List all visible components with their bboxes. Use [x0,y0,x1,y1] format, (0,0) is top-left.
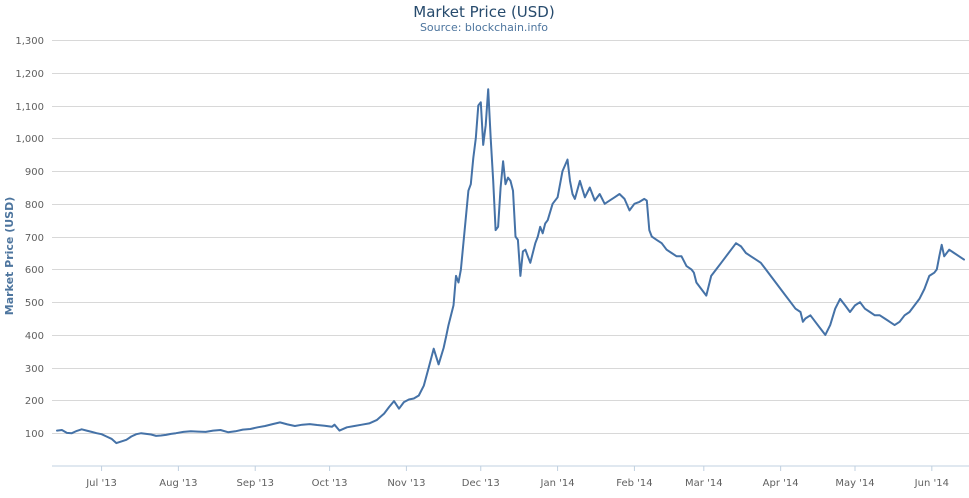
chart-subtitle: Source: blockchain.info [420,21,548,34]
y-tick-label: 1,300 [15,36,44,47]
x-axis-ticks: Jul '13 Aug '13 Sep '13 Oct '13 Nov '13 Dec '… [85,466,949,489]
y-tick-label: 300 [25,364,44,375]
y-tick-label: 200 [25,396,44,407]
y-axis-ticks: 100 200 300 400 500 600 700 800 900 1,000 1,100 1,2… [15,36,44,440]
price-series-line [56,88,965,445]
y-tick-label: 800 [25,200,44,211]
series-group [56,88,965,445]
x-tick-label: Feb '14 [616,478,652,489]
y-tick-label: 900 [25,167,44,178]
y-tick-label: 700 [25,233,44,244]
y-tick-label: 1,200 [15,69,44,80]
y-axis-label: Market Price (USD) [3,197,16,315]
x-tick-label: Apr '14 [763,478,799,489]
y-tick-label: 100 [25,429,44,440]
x-tick-label: Jan '14 [540,478,575,489]
x-tick-label: Mar '14 [685,478,723,489]
y-tick-label: 1,000 [15,134,44,145]
y-grid-lines [52,40,969,434]
chart-title: Market Price (USD) [413,3,554,21]
y-tick-label: 400 [25,331,44,342]
x-tick-label: Jul '13 [85,478,117,489]
x-tick-label: Dec '13 [462,478,500,489]
y-tick-label: 500 [25,298,44,309]
x-tick-label: Aug '13 [159,478,197,489]
x-tick-label: Oct '13 [312,478,348,489]
x-tick-label: Jun '14 [914,478,949,489]
x-tick-label: May '14 [835,478,874,489]
x-tick-label: Sep '13 [236,478,274,489]
x-tick-label: Nov '13 [387,478,425,489]
y-tick-label: 600 [25,265,44,276]
y-tick-label: 1,100 [15,102,44,113]
